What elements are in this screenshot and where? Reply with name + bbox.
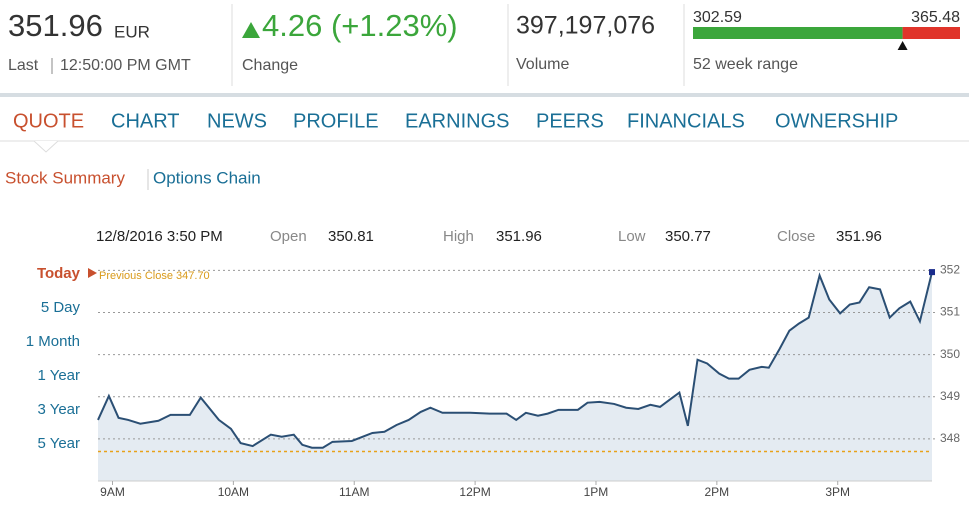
low-label: Low <box>618 228 646 245</box>
tab[interactable]: PEERS <box>536 110 604 132</box>
range-button[interactable]: 1 Month <box>26 333 80 350</box>
range-high: 365.48 <box>911 9 960 26</box>
tab[interactable]: FINANCIALS <box>627 110 745 132</box>
high-label: High <box>443 228 474 245</box>
header: 351.96 EUR Last 12:50:00 PM GMT 4.26 (+1… <box>0 4 969 97</box>
range-high-part <box>902 27 960 39</box>
x-tick-label: 2PM <box>705 485 730 499</box>
x-tick-label: 1PM <box>584 485 609 499</box>
x-tick-label: 10AM <box>218 485 249 499</box>
tab[interactable]: OWNERSHIP <box>775 110 898 132</box>
volume-label: Volume <box>516 56 569 73</box>
open-label: Open <box>270 228 307 245</box>
y-tick-label: 352 <box>940 263 960 277</box>
tab[interactable]: CHART <box>111 110 180 132</box>
high: 351.96 <box>496 228 542 245</box>
range-button[interactable]: 5 Year <box>37 435 80 452</box>
chart: 348 349 350 351 352 Previous Close 347.70 9AM 1… <box>97 263 960 499</box>
y-tick-label: 348 <box>940 431 960 445</box>
subtab[interactable]: Stock Summary <box>5 168 125 187</box>
header-border <box>0 93 969 97</box>
range-button[interactable]: Today <box>37 265 81 282</box>
change-label: Change <box>242 57 298 74</box>
x-tick-label: 3PM <box>825 485 850 499</box>
x-tick-label: 9AM <box>100 485 125 499</box>
x-tick-label: 12PM <box>459 485 490 499</box>
up-arrow <box>242 22 260 38</box>
tab[interactable]: NEWS <box>207 110 267 132</box>
price: 351.96 <box>8 8 103 43</box>
y-tick-label: 350 <box>940 347 960 361</box>
open: 350.81 <box>328 228 374 245</box>
range-marker <box>897 41 908 50</box>
y-tick-label: 351 <box>940 305 960 319</box>
subtab[interactable]: Options Chain <box>153 168 261 187</box>
x-tick-label: 11AM <box>339 485 369 499</box>
range-label: 52 week range <box>693 56 798 73</box>
change: 4.26 (+1.23%) <box>262 8 458 43</box>
date: 12/8/2016 3:50 PM <box>96 228 223 245</box>
low: 350.77 <box>665 228 711 245</box>
range-button[interactable]: 1 Year <box>37 367 80 384</box>
previous-close-label: Previous Close 347.70 <box>99 270 210 282</box>
tabs: QUOTE CHART NEWS PROFILE EARNINGS PEERS FINANC… <box>13 110 898 132</box>
range-pointer <box>88 268 97 278</box>
info-row: 12/8/2016 3:50 PM Open 350.81 High 351.9… <box>96 228 882 245</box>
range-low-part <box>693 27 903 39</box>
tab[interactable]: QUOTE <box>13 110 84 132</box>
range-buttons: Today 5 Day 1 Month 1 Year 3 Year 5 Year <box>26 265 97 452</box>
tab-pointer <box>33 140 59 153</box>
range-bar <box>693 27 960 50</box>
area <box>98 272 932 481</box>
range-button[interactable]: 3 Year <box>37 401 80 418</box>
y-tick-label: 349 <box>940 389 960 403</box>
close: 351.96 <box>836 228 882 245</box>
currency: EUR <box>114 22 150 41</box>
tab[interactable]: PROFILE <box>293 110 379 132</box>
range-button[interactable]: 5 Day <box>41 299 81 316</box>
tab[interactable]: EARNINGS <box>405 110 509 132</box>
last-label: Last <box>8 57 39 74</box>
volume: 397,197,076 <box>516 12 655 40</box>
close-label: Close <box>777 228 815 245</box>
time: 12:50:00 PM GMT <box>60 57 191 74</box>
last-point <box>929 269 935 276</box>
price-line <box>97 271 933 449</box>
range-low: 302.59 <box>693 9 742 26</box>
